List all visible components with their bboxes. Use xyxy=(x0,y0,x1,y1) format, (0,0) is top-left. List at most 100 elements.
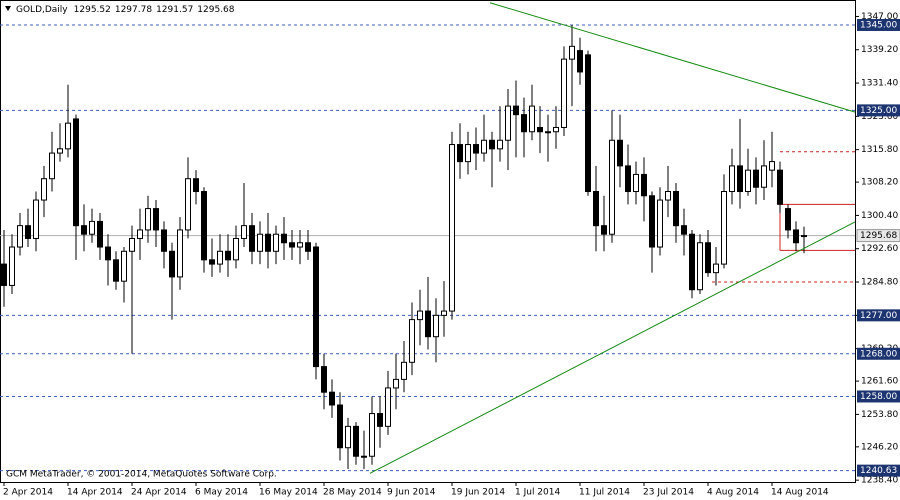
x-tick-label: 4 Aug 2014 xyxy=(707,488,759,498)
candle-body xyxy=(665,191,671,201)
low: 1291.57 xyxy=(156,5,193,15)
candle-body xyxy=(185,178,191,231)
y-tick-label: 1300.40 xyxy=(861,211,898,221)
candle-body xyxy=(409,319,415,363)
candle-body xyxy=(497,139,503,150)
close: 1295.68 xyxy=(197,5,234,15)
candle-body xyxy=(753,169,759,188)
candle-body xyxy=(161,229,167,252)
level-label: 1277.00 xyxy=(860,311,897,321)
candle-body xyxy=(673,191,679,227)
candle-body xyxy=(769,161,775,171)
candle-body xyxy=(249,225,255,252)
candle-body xyxy=(401,361,407,380)
y-tick-label: 1261.60 xyxy=(861,377,898,387)
candle-body xyxy=(321,366,327,393)
candle-body xyxy=(697,242,703,291)
candle-body xyxy=(337,404,343,449)
candle-body xyxy=(305,242,311,252)
candle-body xyxy=(81,225,87,235)
candle-body xyxy=(657,199,663,248)
candle-body xyxy=(593,191,599,227)
y-tick-label: 1238.40 xyxy=(861,476,898,486)
level-label: 1268.00 xyxy=(860,349,897,359)
candle-body xyxy=(745,169,751,193)
candle-body xyxy=(217,250,223,265)
y-tick-label: 1246.20 xyxy=(861,442,898,452)
candle-body xyxy=(777,169,783,205)
price-box xyxy=(856,229,900,243)
y-tick-label: 1323.60 xyxy=(861,112,898,122)
y-tick-label: 1292.60 xyxy=(861,244,898,254)
candle-body xyxy=(465,144,471,163)
candle-body xyxy=(89,220,95,235)
candle-body xyxy=(33,199,39,239)
candle-body xyxy=(505,105,511,141)
x-tick-label: 28 May 2014 xyxy=(323,488,382,498)
candle-body xyxy=(265,233,271,252)
candle-body xyxy=(121,250,127,282)
x-tick-label: 16 May 2014 xyxy=(259,488,318,498)
candle-body xyxy=(561,58,567,128)
level-label: 1345.00 xyxy=(860,20,897,30)
candle-body xyxy=(9,246,15,286)
trendline xyxy=(369,221,856,474)
candle-body xyxy=(393,378,399,389)
candle-body xyxy=(489,139,495,150)
level-box xyxy=(857,390,900,403)
candle-body xyxy=(313,246,319,368)
x-tick-label: 19 Jun 2014 xyxy=(451,488,505,498)
candle-body xyxy=(105,246,111,261)
candle-body xyxy=(569,45,575,60)
candle-body xyxy=(681,225,687,235)
candle-body xyxy=(329,391,335,406)
level-box xyxy=(857,104,900,117)
candle-body xyxy=(257,233,263,252)
x-tick-label: 23 Jul 2014 xyxy=(643,488,694,498)
candle-body xyxy=(537,126,543,133)
candle-body xyxy=(425,310,431,338)
candle-body xyxy=(113,259,119,282)
candle-body xyxy=(1,263,7,286)
level-box xyxy=(857,464,900,477)
candle-body xyxy=(201,191,207,261)
candle-body xyxy=(649,195,655,248)
candle-body xyxy=(761,165,767,188)
candle-body xyxy=(441,310,447,316)
candle-body xyxy=(577,50,583,73)
level-label: 1258.00 xyxy=(860,392,897,402)
candle-body xyxy=(209,259,215,265)
candle-body xyxy=(153,208,159,231)
x-tick-label: 2 Apr 2014 xyxy=(3,488,53,498)
menu-arrow xyxy=(5,6,11,11)
candle-body xyxy=(49,152,55,180)
x-tick-label: 9 Jun 2014 xyxy=(387,488,436,498)
level-label: 1240.63 xyxy=(860,466,897,476)
y-tick-label: 1308.20 xyxy=(861,178,898,188)
candle-body xyxy=(225,250,231,261)
y-tick-label: 1253.80 xyxy=(861,410,898,420)
candle-body xyxy=(193,178,199,193)
candle-body xyxy=(545,131,551,134)
candle-body xyxy=(625,165,631,193)
candle-body xyxy=(433,314,439,338)
candle-body xyxy=(521,114,527,133)
level-box xyxy=(857,18,900,31)
candle-body xyxy=(801,235,807,238)
candle-body xyxy=(617,139,623,167)
candle-body xyxy=(729,165,735,193)
candle-body xyxy=(65,122,71,150)
high: 1297.78 xyxy=(115,5,152,15)
candle-body xyxy=(785,208,791,231)
x-tick-label: 14 Apr 2014 xyxy=(67,488,123,498)
candle-body xyxy=(233,237,239,261)
candle-body xyxy=(609,139,615,235)
candle-body xyxy=(553,126,559,133)
y-tick-label: 1347.00 xyxy=(861,12,898,22)
candle-body xyxy=(241,225,247,239)
x-tick-label: 14 Aug 2014 xyxy=(771,488,829,498)
candle-body xyxy=(177,229,183,278)
candle-body xyxy=(281,233,287,244)
y-tick-label: 1339.20 xyxy=(861,45,898,55)
